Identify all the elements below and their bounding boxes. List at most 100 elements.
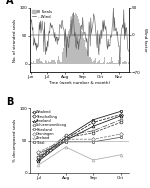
Bar <box>34 63 35 64</box>
Bar <box>97 55 98 64</box>
Y-axis label: No. of stranded seals: No. of stranded seals <box>13 18 17 61</box>
Bar <box>126 61 127 64</box>
Bar <box>104 57 105 64</box>
Bar <box>125 61 126 64</box>
Bar <box>123 62 124 64</box>
Bar <box>95 58 96 64</box>
Bar <box>120 57 121 64</box>
Bar <box>89 58 90 64</box>
Bar <box>91 59 92 64</box>
Bar <box>82 33 83 64</box>
Bar <box>47 63 48 64</box>
Bar <box>114 63 115 64</box>
Bar <box>55 62 56 64</box>
Bar <box>64 47 65 64</box>
Bar <box>71 20 72 64</box>
Bar <box>40 61 41 64</box>
Bar <box>42 62 43 64</box>
Bar <box>35 63 36 64</box>
Bar <box>102 63 103 64</box>
Bar <box>61 61 62 64</box>
Bar <box>31 61 32 64</box>
Bar <box>96 63 97 64</box>
Bar <box>80 26 81 64</box>
Bar <box>37 59 38 64</box>
Bar <box>43 63 44 64</box>
Bar <box>59 61 60 64</box>
Bar <box>108 63 109 64</box>
Bar <box>73 12 74 64</box>
Bar <box>32 63 33 64</box>
Bar <box>119 61 120 64</box>
Bar <box>124 61 125 64</box>
Bar <box>117 63 118 64</box>
Bar <box>99 60 100 64</box>
Bar <box>94 61 95 64</box>
Bar <box>107 62 108 64</box>
Bar <box>70 24 71 64</box>
Bar <box>122 62 123 64</box>
Bar <box>60 62 61 64</box>
Text: B: B <box>6 97 14 107</box>
Legend: III Seals, ...Wind: III Seals, ...Wind <box>32 9 53 19</box>
Bar <box>33 61 34 64</box>
Bar <box>50 62 51 64</box>
Bar <box>77 16 78 64</box>
Bar <box>36 59 37 64</box>
Bar <box>90 57 91 64</box>
Bar <box>75 13 76 64</box>
Bar <box>109 62 110 64</box>
Bar <box>48 61 49 64</box>
Bar <box>30 63 31 64</box>
Bar <box>45 60 46 64</box>
Bar <box>39 58 40 64</box>
Bar <box>62 52 63 64</box>
Bar <box>78 19 79 64</box>
Bar <box>74 15 75 64</box>
Bar <box>118 60 119 64</box>
Bar <box>84 40 85 64</box>
Bar <box>66 36 67 64</box>
Y-axis label: % decomposed seals: % decomposed seals <box>13 119 17 162</box>
Bar <box>41 61 42 64</box>
Bar <box>57 60 58 64</box>
Bar <box>83 38 84 64</box>
Bar <box>115 63 116 64</box>
Bar <box>72 19 73 64</box>
Bar <box>51 60 52 64</box>
Bar <box>92 62 93 64</box>
Bar <box>49 62 50 64</box>
Bar <box>113 63 114 64</box>
Bar <box>86 49 87 64</box>
Bar <box>52 60 53 64</box>
Bar <box>101 61 102 64</box>
Bar <box>61 62 62 64</box>
Bar <box>88 55 89 64</box>
Bar <box>85 47 86 64</box>
Bar <box>38 59 39 64</box>
Bar <box>128 61 129 64</box>
Bar <box>87 52 88 64</box>
Bar <box>63 48 64 64</box>
Bar <box>76 14 77 64</box>
Bar <box>112 61 113 64</box>
Bar <box>98 61 99 64</box>
Bar <box>68 33 69 64</box>
Bar <box>53 60 54 64</box>
Y-axis label: Wind factor: Wind factor <box>143 28 147 52</box>
Bar <box>58 56 59 64</box>
Text: A: A <box>6 0 14 6</box>
Bar <box>65 44 66 64</box>
Bar <box>67 36 68 64</box>
Bar <box>116 63 117 64</box>
Bar <box>46 61 47 64</box>
Bar <box>111 57 112 64</box>
Bar <box>103 61 104 64</box>
Bar <box>100 63 101 64</box>
Bar <box>93 61 94 64</box>
Bar <box>44 63 45 64</box>
Bar <box>79 20 80 64</box>
Bar <box>110 61 111 64</box>
X-axis label: Time (week number & month): Time (week number & month) <box>48 81 111 85</box>
Bar <box>69 29 70 64</box>
